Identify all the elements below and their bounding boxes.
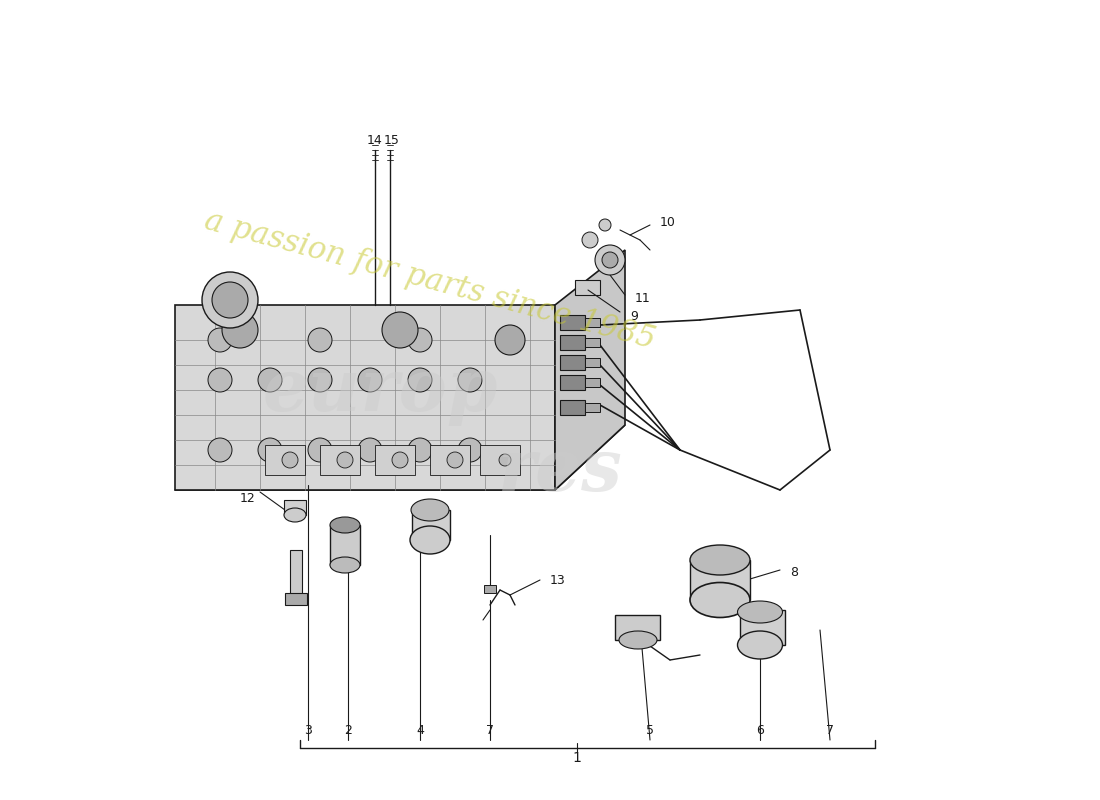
- Polygon shape: [175, 305, 556, 490]
- Bar: [330, 525, 360, 565]
- Ellipse shape: [690, 582, 750, 618]
- Bar: [375, 445, 415, 475]
- Circle shape: [499, 454, 512, 466]
- Circle shape: [308, 328, 332, 352]
- Text: 12: 12: [240, 491, 255, 505]
- Text: 4: 4: [416, 723, 424, 737]
- Ellipse shape: [330, 557, 360, 573]
- Ellipse shape: [737, 631, 782, 659]
- Text: 7: 7: [826, 723, 834, 737]
- Text: res: res: [497, 434, 623, 506]
- Bar: [285, 593, 307, 605]
- Bar: [585, 378, 600, 387]
- Bar: [290, 550, 303, 600]
- Text: 5: 5: [646, 723, 654, 737]
- Circle shape: [408, 328, 432, 352]
- Circle shape: [458, 368, 482, 392]
- Circle shape: [358, 368, 382, 392]
- Circle shape: [358, 438, 382, 462]
- Bar: [560, 400, 585, 415]
- Bar: [585, 358, 600, 367]
- Polygon shape: [556, 250, 625, 490]
- Text: 15: 15: [384, 134, 400, 146]
- Circle shape: [208, 438, 232, 462]
- Bar: [585, 403, 600, 412]
- Bar: [560, 315, 585, 330]
- Text: 9: 9: [630, 310, 638, 322]
- Bar: [412, 510, 450, 540]
- Circle shape: [602, 252, 618, 268]
- Text: 1: 1: [573, 751, 582, 765]
- Ellipse shape: [411, 499, 449, 521]
- Text: 8: 8: [790, 566, 798, 578]
- Circle shape: [408, 438, 432, 462]
- Bar: [320, 445, 360, 475]
- Text: 11: 11: [635, 291, 651, 305]
- Circle shape: [582, 232, 598, 248]
- Bar: [560, 375, 585, 390]
- Circle shape: [600, 219, 610, 231]
- Text: a passion for parts since 1985: a passion for parts since 1985: [201, 205, 659, 355]
- Circle shape: [282, 452, 298, 468]
- Bar: [690, 560, 750, 600]
- Circle shape: [258, 368, 282, 392]
- Circle shape: [208, 328, 232, 352]
- Bar: [430, 445, 470, 475]
- Bar: [480, 445, 520, 475]
- Bar: [585, 318, 600, 327]
- Text: 10: 10: [660, 215, 675, 229]
- Text: 2: 2: [344, 723, 352, 737]
- Bar: [284, 500, 306, 515]
- Bar: [585, 338, 600, 347]
- Text: 13: 13: [550, 574, 565, 586]
- Circle shape: [308, 368, 332, 392]
- Circle shape: [495, 325, 525, 355]
- Ellipse shape: [737, 601, 782, 623]
- Ellipse shape: [690, 545, 750, 575]
- Text: europ: europ: [262, 354, 497, 426]
- Bar: [560, 355, 585, 370]
- Ellipse shape: [284, 508, 306, 522]
- Bar: [484, 585, 496, 593]
- Circle shape: [382, 312, 418, 348]
- Bar: [560, 335, 585, 350]
- Text: 7: 7: [486, 723, 494, 737]
- Circle shape: [212, 282, 248, 318]
- Circle shape: [258, 438, 282, 462]
- Circle shape: [222, 312, 258, 348]
- Circle shape: [595, 245, 625, 275]
- Ellipse shape: [410, 526, 450, 554]
- Polygon shape: [575, 280, 600, 295]
- Circle shape: [337, 452, 353, 468]
- Bar: [265, 445, 305, 475]
- Text: 14: 14: [367, 134, 383, 146]
- Bar: [615, 615, 660, 640]
- Ellipse shape: [619, 631, 657, 649]
- Circle shape: [308, 438, 332, 462]
- Text: 3: 3: [304, 723, 312, 737]
- Bar: [740, 610, 785, 645]
- Circle shape: [458, 438, 482, 462]
- Circle shape: [408, 368, 432, 392]
- Ellipse shape: [330, 517, 360, 533]
- Polygon shape: [175, 425, 625, 490]
- Circle shape: [392, 452, 408, 468]
- Text: 6: 6: [756, 723, 763, 737]
- Circle shape: [447, 452, 463, 468]
- Circle shape: [202, 272, 258, 328]
- Circle shape: [208, 368, 232, 392]
